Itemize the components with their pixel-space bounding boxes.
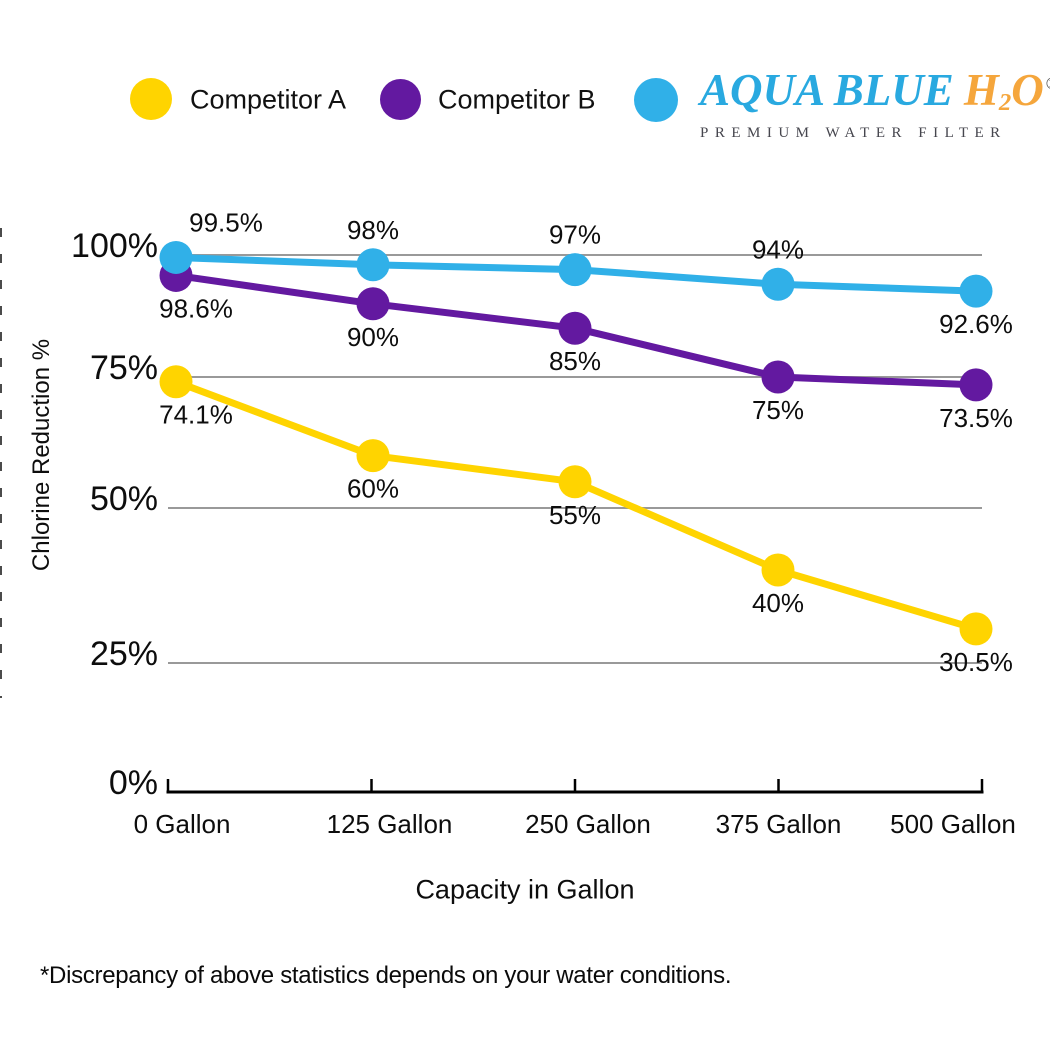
point-competitor-b-1 xyxy=(356,287,390,321)
point-competitor-a-3 xyxy=(761,553,795,587)
point-label-aqua-blue-h2o-3: 94% xyxy=(752,234,804,264)
footnote: *Discrepancy of above statistics depends… xyxy=(40,962,732,989)
point-label-competitor-a-0: 74.1% xyxy=(159,400,233,430)
point-label-aqua-blue-h2o-0: 99.5% xyxy=(189,207,263,237)
y-tick-label-100: 100% xyxy=(71,227,158,265)
point-aqua-blue-h2o-4 xyxy=(959,274,993,308)
x-tick-label-1: 125 Gallon xyxy=(327,809,453,839)
y-tick-label-50: 50% xyxy=(90,480,158,518)
brand-name-text: AQUA BLUE xyxy=(700,65,954,115)
point-label-competitor-b-3: 75% xyxy=(752,395,804,425)
point-competitor-b-4 xyxy=(959,368,993,402)
x-axis-title: Capacity in Gallon xyxy=(415,874,635,905)
legend-dot-competitor-b xyxy=(380,79,421,120)
point-aqua-blue-h2o-2 xyxy=(558,253,592,287)
point-label-competitor-b-1: 90% xyxy=(347,322,399,352)
point-label-competitor-a-1: 60% xyxy=(347,474,399,504)
point-label-competitor-a-2: 55% xyxy=(549,500,601,530)
legend-label-competitor-a: Competitor A xyxy=(190,84,347,115)
point-aqua-blue-h2o-3 xyxy=(761,267,795,301)
point-competitor-a-1 xyxy=(356,439,390,473)
legend-dot-competitor-a xyxy=(130,78,172,120)
point-label-aqua-blue-h2o-1: 98% xyxy=(347,215,399,245)
x-tick-label-2: 250 Gallon xyxy=(525,809,651,839)
point-competitor-b-2 xyxy=(558,311,592,345)
y-tick-label-25: 25% xyxy=(90,635,158,673)
point-label-competitor-a-4: 30.5% xyxy=(939,647,1013,677)
y-axis-title: Chlorine Reduction % xyxy=(28,338,55,572)
point-competitor-a-4 xyxy=(959,612,993,646)
x-tick-label-0: 0 Gallon xyxy=(134,809,231,839)
point-label-competitor-b-2: 85% xyxy=(549,346,601,376)
brand-h2o-text: H2O xyxy=(963,65,1044,117)
point-competitor-a-0 xyxy=(159,365,193,399)
point-label-aqua-blue-h2o-4: 92.6% xyxy=(939,309,1013,339)
point-label-competitor-b-4: 73.5% xyxy=(939,403,1013,433)
y-tick-label-75: 75% xyxy=(90,349,158,387)
point-competitor-b-3 xyxy=(761,360,795,394)
point-competitor-a-2 xyxy=(558,465,592,499)
brand-tagline: PREMIUM WATER FILTER xyxy=(700,125,1007,141)
point-aqua-blue-h2o-1 xyxy=(356,248,390,282)
left-edge-artifact xyxy=(0,228,2,698)
legend-dot-aqua-blue xyxy=(634,78,678,122)
legend-label-competitor-b: Competitor B xyxy=(438,84,596,115)
point-label-competitor-a-3: 40% xyxy=(752,588,804,618)
registered-trademark-icon: ® xyxy=(1046,74,1050,93)
point-aqua-blue-h2o-0 xyxy=(159,240,193,274)
x-tick-label-4: 500 Gallon xyxy=(890,809,1016,839)
x-tick-label-3: 375 Gallon xyxy=(716,809,842,839)
point-label-aqua-blue-h2o-2: 97% xyxy=(549,220,601,250)
point-label-competitor-b-0: 98.6% xyxy=(159,293,233,323)
y-tick-label-0: 0% xyxy=(109,764,158,802)
